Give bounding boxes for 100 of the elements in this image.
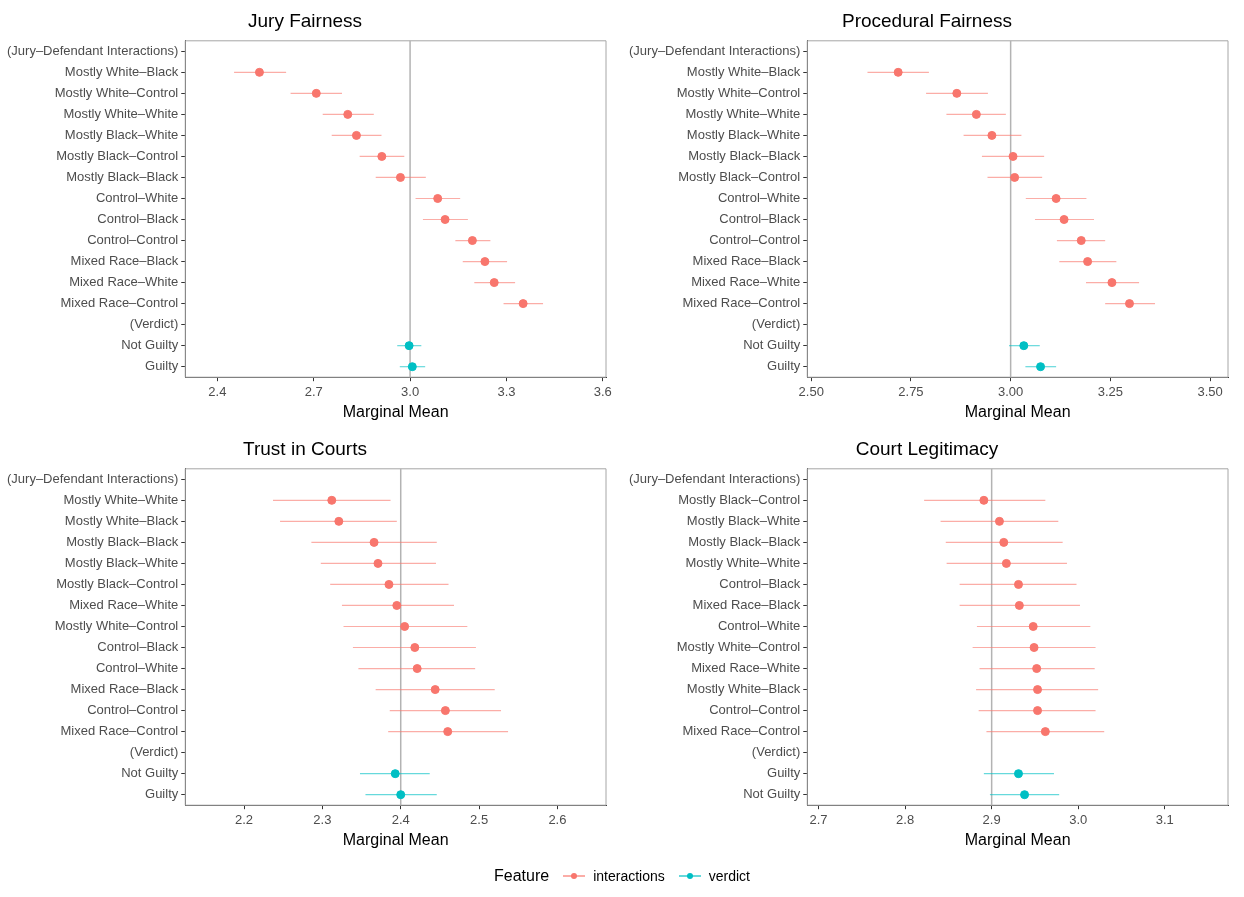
y-tick-label: Mostly Black–Control [678, 169, 801, 185]
y-tick-label: Mostly Black–Control [678, 491, 801, 507]
y-tick-label: Mostly White–Black [686, 63, 801, 79]
x-tick-label: 3.25 [1097, 383, 1124, 399]
y-tick-label: Control–White [95, 190, 179, 206]
point [311, 88, 321, 98]
point [412, 664, 422, 674]
y-tick-label: Control–Control [87, 232, 179, 248]
y-tick-label: Control–Control [709, 702, 801, 718]
y-tick-label: Control–Black [719, 211, 801, 227]
y-tick-label: Mostly Black–White [64, 554, 179, 570]
point [1040, 727, 1050, 737]
point [999, 537, 1009, 547]
point [1013, 769, 1023, 779]
legend-label: verdict [708, 868, 750, 884]
y-tick-label: (Verdict) [129, 316, 179, 332]
y-tick-label: Control–Control [87, 702, 179, 718]
x-tick-label: 2.7 [809, 811, 828, 827]
point [1083, 257, 1093, 267]
x-axis-title: Marginal Mean [342, 402, 449, 420]
y-tick-label: Mixed Race–Control [682, 295, 801, 311]
y-tick-label: (Jury–Defendant Interactions) [628, 42, 801, 58]
x-tick-label: 2.75 [898, 383, 924, 399]
y-tick-label: Control–White [717, 190, 801, 206]
point [443, 727, 453, 737]
y-tick-label: Mixed Race–White [691, 660, 801, 676]
point [518, 299, 528, 309]
y-tick-label: Mostly Black–Black [66, 533, 179, 549]
y-tick-label: (Verdict) [751, 744, 801, 760]
point [489, 278, 499, 288]
point [994, 516, 1004, 526]
y-tick-label: Mixed Race–Control [60, 295, 179, 311]
x-tick-label: 2.6 [548, 811, 567, 827]
x-tick-label: 3.6 [593, 383, 612, 399]
y-tick-label: Mostly White–Control [676, 639, 801, 655]
point [254, 67, 264, 77]
y-tick-label: Mixed Race–Control [682, 723, 801, 739]
chart-title: Trust in Courts [243, 437, 367, 459]
x-tick-label: 2.7 [304, 383, 323, 399]
point [407, 362, 417, 372]
y-tick-label: Control–Black [97, 211, 179, 227]
point [979, 495, 989, 505]
x-tick-label: 2.4 [208, 383, 227, 399]
point [377, 151, 387, 161]
point [1033, 685, 1043, 695]
y-tick-label: Mostly White–White [63, 105, 179, 121]
chart-title: Court Legitimacy [855, 437, 999, 459]
x-tick-label: 3.3 [497, 383, 516, 399]
y-tick-label: Control–White [717, 618, 801, 634]
x-tick-label: 3.1 [1155, 811, 1174, 827]
point [1059, 215, 1069, 225]
y-tick-label: Mixed Race–Black [70, 681, 179, 697]
point [1020, 790, 1030, 800]
point [1032, 664, 1042, 674]
point [952, 88, 962, 98]
y-tick-label: Not Guilty [121, 765, 179, 781]
y-tick-label: (Verdict) [751, 316, 801, 332]
point [396, 790, 406, 800]
y-tick-label: Mixed Race–White [691, 274, 801, 290]
point [1014, 600, 1024, 610]
y-tick-label: Mostly Black–White [686, 512, 801, 528]
x-tick-label: 2.50 [798, 383, 824, 399]
x-axis-title: Marginal Mean [342, 830, 449, 848]
point [440, 706, 450, 716]
x-axis-title: Marginal Mean [964, 402, 1071, 420]
y-tick-label: Mostly White–Control [54, 84, 179, 100]
y-tick-label: Mostly White–White [63, 491, 179, 507]
x-tick-label: 2.4 [391, 811, 410, 827]
y-tick-label: Not Guilty [121, 337, 179, 353]
y-tick-label: Mixed Race–White [69, 597, 179, 613]
y-tick-label: Mixed Race–Black [692, 253, 801, 269]
y-tick-label: Mostly White–White [685, 554, 801, 570]
y-tick-label: Guilty [767, 765, 801, 781]
y-tick-label: Not Guilty [743, 786, 801, 802]
y-tick-label: Mostly White–Black [686, 681, 801, 697]
point [1029, 643, 1039, 653]
y-tick-label: (Jury–Defendant Interactions) [628, 470, 801, 486]
point [384, 579, 394, 589]
point [893, 67, 903, 77]
point [351, 130, 361, 140]
y-tick-label: Control–White [95, 660, 179, 676]
y-tick-label: Control–Black [719, 576, 801, 592]
y-tick-label: (Jury–Defendant Interactions) [6, 42, 179, 58]
y-tick-label: (Jury–Defendant Interactions) [6, 470, 179, 486]
y-tick-label: Mostly White–Control [676, 84, 801, 100]
y-tick-label: Control–Black [97, 639, 179, 655]
point [480, 257, 490, 267]
point [430, 685, 440, 695]
point [334, 516, 344, 526]
y-tick-label: Mostly White–Black [64, 512, 179, 528]
x-tick-label: 3.50 [1197, 383, 1223, 399]
y-tick-label: Mostly Black–Control [56, 576, 179, 592]
y-tick-label: Not Guilty [743, 337, 801, 353]
y-tick-label: Mostly Black–White [64, 126, 179, 142]
point [1033, 706, 1043, 716]
x-tick-label: 3.0 [1069, 811, 1088, 827]
y-tick-label: Mixed Race–Black [692, 597, 801, 613]
y-tick-label: Guilty [145, 358, 179, 374]
point [400, 621, 410, 631]
y-tick-label: Mixed Race–Black [70, 253, 179, 269]
